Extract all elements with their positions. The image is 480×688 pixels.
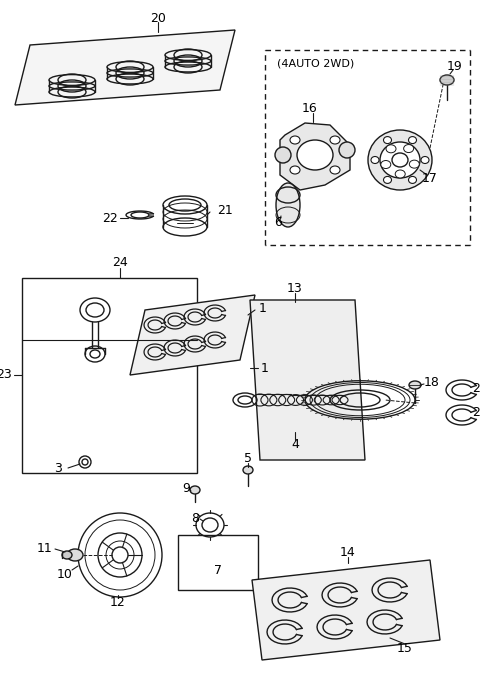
Ellipse shape — [440, 75, 454, 85]
Ellipse shape — [381, 160, 391, 169]
Ellipse shape — [404, 144, 414, 153]
Text: 3: 3 — [54, 462, 62, 475]
Text: 5: 5 — [244, 451, 252, 464]
Text: 1: 1 — [261, 361, 269, 374]
Text: 17: 17 — [422, 171, 438, 184]
Text: 18: 18 — [424, 376, 440, 389]
Ellipse shape — [368, 130, 432, 190]
Polygon shape — [130, 295, 255, 375]
Ellipse shape — [371, 156, 379, 164]
Ellipse shape — [339, 142, 355, 158]
Ellipse shape — [330, 166, 340, 174]
Text: 14: 14 — [340, 546, 356, 559]
Text: 20: 20 — [150, 12, 166, 25]
Ellipse shape — [421, 156, 429, 164]
Ellipse shape — [380, 142, 420, 178]
Polygon shape — [280, 123, 350, 190]
Ellipse shape — [276, 183, 300, 227]
Ellipse shape — [62, 551, 72, 559]
Text: 2: 2 — [472, 382, 480, 394]
Text: 8: 8 — [191, 511, 199, 524]
Polygon shape — [250, 300, 365, 460]
Ellipse shape — [408, 137, 417, 144]
Text: 15: 15 — [397, 641, 413, 654]
Ellipse shape — [275, 147, 291, 163]
Text: 9: 9 — [182, 482, 190, 495]
Ellipse shape — [330, 136, 340, 144]
Text: 19: 19 — [447, 59, 463, 72]
Text: 24: 24 — [112, 257, 128, 270]
Text: 21: 21 — [217, 204, 233, 217]
Text: 16: 16 — [302, 102, 318, 114]
Ellipse shape — [67, 549, 83, 561]
Bar — [178, 535, 258, 590]
Polygon shape — [252, 560, 440, 660]
Ellipse shape — [409, 381, 421, 389]
Ellipse shape — [384, 137, 392, 144]
Text: 23: 23 — [0, 369, 12, 382]
Ellipse shape — [290, 166, 300, 174]
Text: 6: 6 — [274, 215, 282, 228]
Ellipse shape — [395, 170, 405, 178]
Text: 13: 13 — [287, 281, 303, 294]
Ellipse shape — [297, 140, 333, 170]
Text: 22: 22 — [102, 211, 118, 224]
Ellipse shape — [190, 486, 200, 494]
Ellipse shape — [409, 160, 420, 168]
Polygon shape — [15, 30, 235, 105]
Text: 12: 12 — [110, 596, 126, 608]
Ellipse shape — [243, 466, 253, 474]
Text: 7: 7 — [214, 563, 222, 577]
Text: 2: 2 — [472, 407, 480, 420]
Ellipse shape — [386, 144, 396, 153]
Bar — [22, 278, 197, 473]
Ellipse shape — [384, 176, 392, 184]
Text: 10: 10 — [57, 568, 73, 581]
Ellipse shape — [290, 136, 300, 144]
Ellipse shape — [408, 176, 417, 184]
Text: 4: 4 — [291, 438, 299, 451]
Text: 1: 1 — [259, 301, 267, 314]
Text: (4AUTO 2WD): (4AUTO 2WD) — [277, 59, 354, 69]
Text: 11: 11 — [37, 541, 53, 555]
